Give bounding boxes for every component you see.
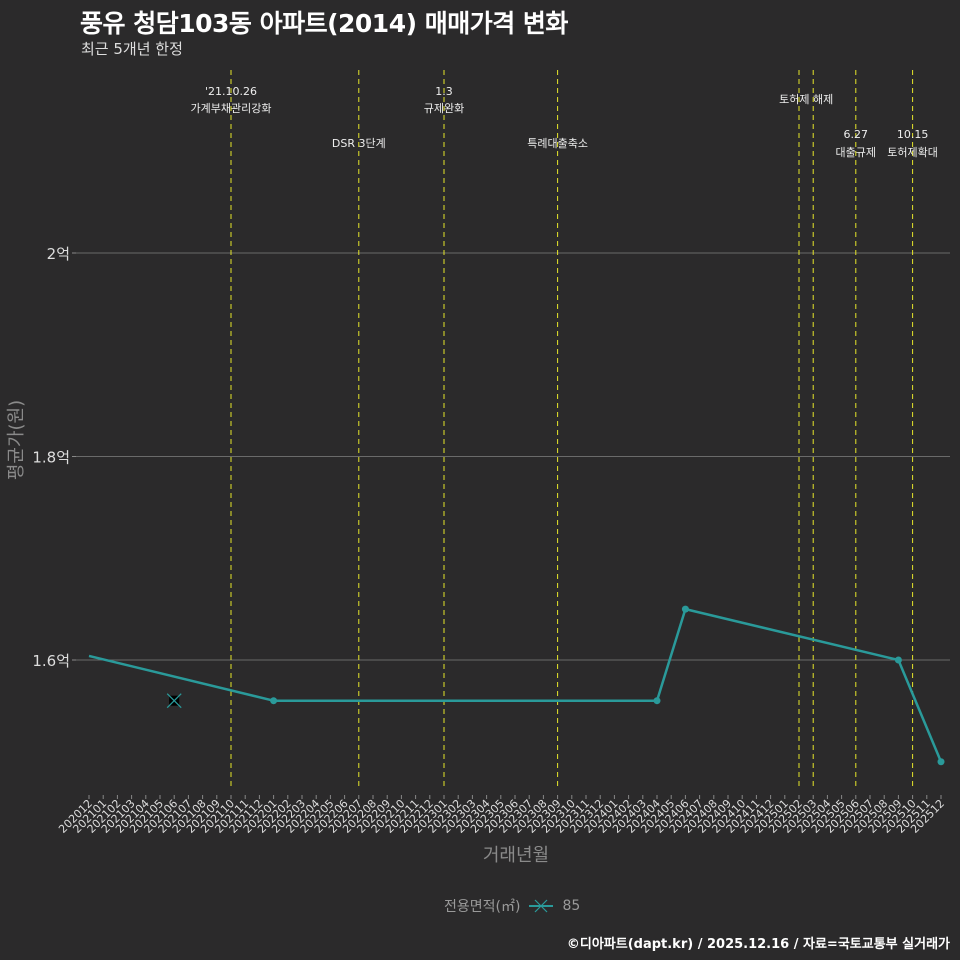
data-point <box>681 605 689 613</box>
event-label: 대출규제 <box>836 146 876 159</box>
x-axis-label: 거래년월 <box>483 845 549 866</box>
y-axis-label: 평균가(원) <box>6 400 27 480</box>
event-label: 규제완화 <box>424 102 464 115</box>
event-date-label: '21.10.26 <box>205 85 257 98</box>
event-date-label: 6.27 <box>844 128 869 141</box>
legend-title: 전용면적(㎡) <box>444 899 521 915</box>
y-tick-label: 1.6억 <box>32 652 70 670</box>
legend: 전용면적(㎡) 85 <box>444 896 580 916</box>
data-point <box>270 697 278 705</box>
event-label: DSR 3단계 <box>332 137 386 150</box>
series-line-85 <box>88 607 943 763</box>
y-tick-label: 2억 <box>47 245 70 263</box>
legend-item-85: 85 <box>562 898 581 914</box>
event-date-label: 1.3 <box>435 85 453 98</box>
event-label: 토허제확대 <box>887 146 938 159</box>
legend-key-icon <box>529 899 554 913</box>
chart-subtitle: 최근 5개년 한정 <box>81 40 183 58</box>
event-date-label: 10.15 <box>897 128 929 141</box>
data-point <box>653 697 661 705</box>
chart-title: 풍유 청담103동 아파트(2014) 매매가격 변화 <box>80 9 568 38</box>
event-label: 가계부채관리강화 <box>191 102 272 115</box>
x-marker-icon <box>166 693 182 709</box>
event-label: 토허제 해제 <box>779 92 833 106</box>
data-point <box>937 758 945 766</box>
event-label: 특례대출축소 <box>527 137 588 150</box>
data-point <box>894 656 902 664</box>
y-tick-label: 1.8억 <box>32 449 70 467</box>
footer-credit: ©디아파트(dapt.kr) / 2025.12.16 / 자료=국토교통부 실… <box>566 937 950 952</box>
